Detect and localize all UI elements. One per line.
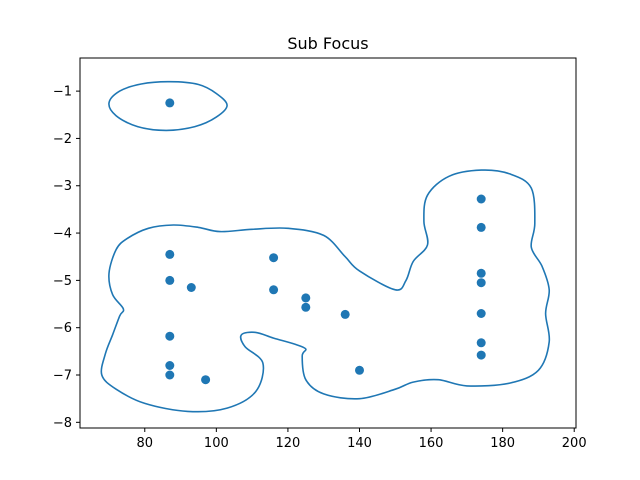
scatter-point-3	[186, 283, 196, 292]
x-tick-label: 140	[347, 436, 372, 451]
x-tick-label: 120	[276, 436, 301, 451]
x-tick-label: 200	[562, 436, 587, 451]
scatter-point-10	[301, 293, 311, 303]
y-tick-label: −6	[53, 321, 72, 336]
scatter-point-9	[269, 285, 279, 295]
y-tick-label: −5	[53, 274, 72, 289]
scatter-point-2	[165, 275, 175, 285]
contour-layer	[100, 80, 551, 413]
x-tick-label: 180	[490, 436, 515, 451]
chart-title: Sub Focus	[287, 34, 368, 53]
points-layer	[165, 98, 486, 385]
scatter-point-1	[165, 249, 175, 259]
scatter-point-0	[165, 98, 175, 108]
scatter-point-16	[476, 268, 486, 278]
x-tick-label: 100	[204, 436, 229, 451]
x-tick-label: 80	[137, 436, 154, 451]
scatter-point-20	[476, 350, 486, 360]
y-tick-label: −1	[53, 85, 72, 100]
y-tick-label: −3	[53, 179, 72, 194]
scatter-point-6	[165, 370, 175, 380]
x-axis: 80 100 120 140 160 180 200	[137, 428, 587, 451]
scatter-point-7	[201, 375, 211, 385]
plot-frame	[79, 57, 577, 429]
scatter-point-14	[476, 194, 486, 204]
scatter-point-17	[476, 278, 486, 288]
y-tick-label: −2	[53, 132, 72, 147]
scatter-point-13	[355, 365, 364, 375]
scatter-point-5	[165, 361, 175, 370]
scatter-point-18	[476, 309, 486, 318]
scatter-point-19	[476, 338, 486, 348]
contour-line-1	[100, 169, 551, 413]
x-tick-label: 160	[419, 436, 444, 451]
y-axis: −1 −2 −3 −4 −5 −6 −7 −8	[53, 85, 80, 431]
scatter-point-4	[165, 331, 175, 341]
y-tick-label: −8	[53, 416, 72, 431]
y-tick-label: −7	[53, 369, 72, 384]
scatter-point-15	[476, 222, 486, 232]
scatter-point-12	[340, 309, 350, 319]
y-tick-label: −4	[53, 227, 72, 242]
scatter-point-8	[269, 253, 279, 263]
scatter-point-11	[301, 302, 311, 312]
contour-line-0	[108, 80, 228, 132]
